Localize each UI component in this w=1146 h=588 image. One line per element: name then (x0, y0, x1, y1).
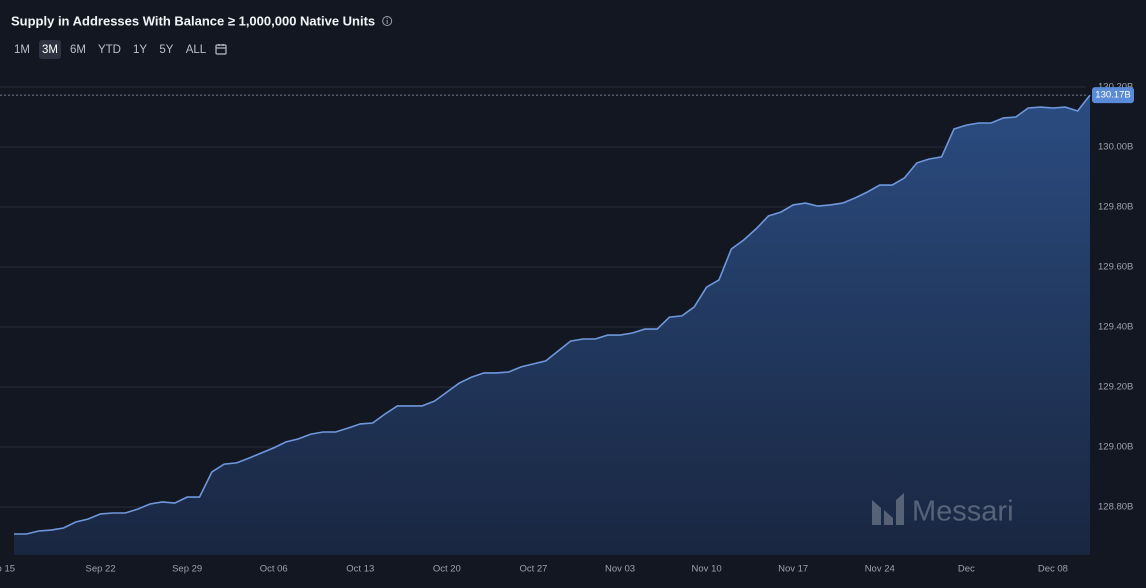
area (14, 95, 1090, 555)
last-value-tag (1092, 87, 1134, 104)
y-tick-label: 129.80B (1098, 202, 1133, 213)
x-tick-label: Nov 17 (778, 564, 808, 575)
range-button-label: ALL (186, 44, 207, 56)
line (14, 94, 1091, 535)
range-button[interactable]: YTD (98, 44, 121, 56)
y-tick-label: 129.00B (1098, 442, 1133, 453)
range-buttons: 1M 3M 6M YTD 1Y 5Y ALL (14, 40, 207, 59)
x-tick-label: Oct 06 (260, 564, 288, 575)
range-button-label: 1Y (133, 44, 147, 56)
info-icon[interactable] (382, 16, 393, 26)
range-button-label: 6M (70, 44, 86, 56)
x-tick-label: Oct 13 (346, 564, 374, 575)
y-tick-label: 129.20B (1098, 382, 1133, 393)
y-tick-label: 130.00B (1098, 142, 1133, 153)
x-tick-label: Nov 03 (605, 564, 635, 575)
plot (14, 94, 1091, 555)
range-button[interactable]: 1M (14, 44, 30, 56)
range-button[interactable]: 1Y (133, 44, 147, 56)
y-tick-label: 129.60B (1098, 262, 1133, 273)
range-button-label: 5Y (159, 44, 173, 56)
x-tick-label: Sep 22 (86, 564, 116, 575)
range-button-label: 3M (42, 44, 58, 56)
range-button-label: YTD (98, 44, 121, 56)
y-tick-label: 130.20B (1098, 82, 1133, 93)
axes: 128.80B 129.00B 129.20B 129.40B 129.60B 129.8… (0, 82, 1134, 575)
x-tick-label: Nov 10 (692, 564, 722, 575)
range-button-selected (38, 40, 61, 59)
y-tick-label: 128.80B (1098, 502, 1133, 513)
x-tick-label: Dec 08 (1038, 564, 1068, 575)
last-value-label: 130.17B (1095, 90, 1130, 101)
watermark-text: Messari (912, 496, 1014, 528)
x-tick-label: Dec (958, 564, 975, 575)
x-tick-label: Oct 20 (433, 564, 461, 575)
range-button[interactable]: 3M (38, 40, 61, 59)
range-button[interactable]: 6M (70, 44, 86, 56)
calendar-button[interactable] (215, 44, 227, 55)
range-button[interactable]: ALL (186, 44, 207, 56)
x-tick-label: Nov 24 (865, 564, 895, 575)
x-tick-label: Sep 29 (172, 564, 202, 575)
x-tick-label: Sep 15 (0, 564, 15, 575)
range-button[interactable]: 5Y (159, 44, 173, 56)
x-tick-label: Oct 27 (519, 564, 547, 575)
y-tick-label: 129.40B (1098, 322, 1133, 333)
watermark: Messari (872, 493, 1014, 528)
range-button-label: 1M (14, 44, 30, 56)
chart-title: Supply in Addresses With Balance ≥ 1,000… (11, 13, 375, 28)
